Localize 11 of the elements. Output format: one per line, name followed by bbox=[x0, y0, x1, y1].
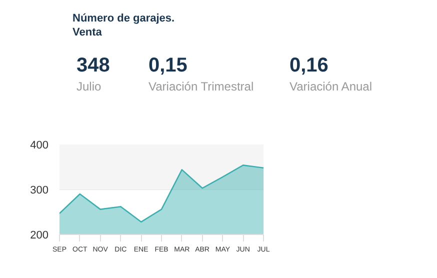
y-tick-label: 400 bbox=[30, 140, 49, 152]
text: Variación Trimestral bbox=[148, 80, 254, 94]
text: Variación Anual bbox=[290, 80, 372, 94]
text: Venta bbox=[72, 26, 103, 38]
y-tick-label: 200 bbox=[30, 230, 49, 242]
y-tick-label: 300 bbox=[30, 184, 49, 196]
text: 0,15 bbox=[148, 54, 188, 76]
text: 348 bbox=[76, 54, 110, 76]
text: Julio bbox=[76, 80, 102, 94]
text: 0,16 bbox=[290, 54, 328, 76]
text: Número de garajes. bbox=[72, 12, 175, 24]
